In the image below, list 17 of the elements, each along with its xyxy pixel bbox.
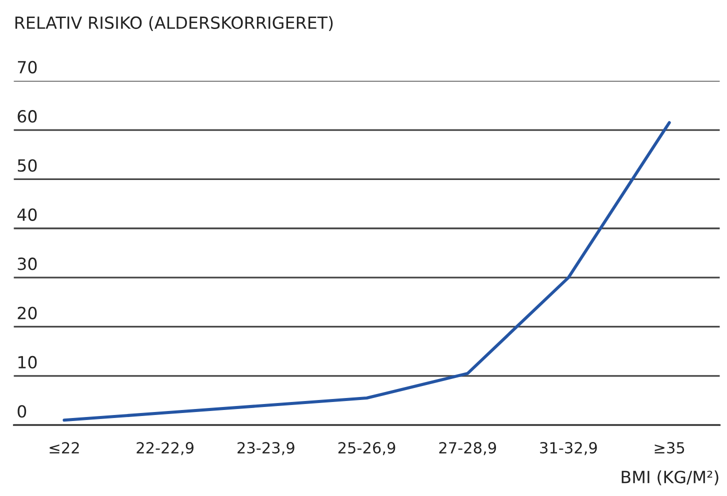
y-tick-label: 30 xyxy=(18,258,37,270)
chart-title: RELATIV RISIKO (ALDERSKORRIGERET) xyxy=(15,16,333,31)
y-tick-label: 40 xyxy=(17,208,37,221)
x-tick-label: 23-23,9 xyxy=(238,442,294,456)
y-tick-label: 60 xyxy=(18,110,37,123)
y-tick-label: 20 xyxy=(18,306,37,320)
y-tick-label: 50 xyxy=(18,159,37,172)
x-tick-label: 27-28,9 xyxy=(439,442,496,456)
x-tick-label: 25-26,9 xyxy=(338,442,396,456)
y-tick-label: 70 xyxy=(18,60,37,74)
x-axis-title: BMI (KG/M²) xyxy=(622,470,718,486)
x-tick-label: 31-32,9 xyxy=(540,442,597,456)
y-tick-label: 0 xyxy=(18,405,26,418)
y-tick-label: 10 xyxy=(18,356,37,368)
x-tick-label: ≤22 xyxy=(50,442,79,454)
x-tick-label: ≥35 xyxy=(654,442,684,454)
x-tick-label: 22-22,9 xyxy=(136,442,194,456)
